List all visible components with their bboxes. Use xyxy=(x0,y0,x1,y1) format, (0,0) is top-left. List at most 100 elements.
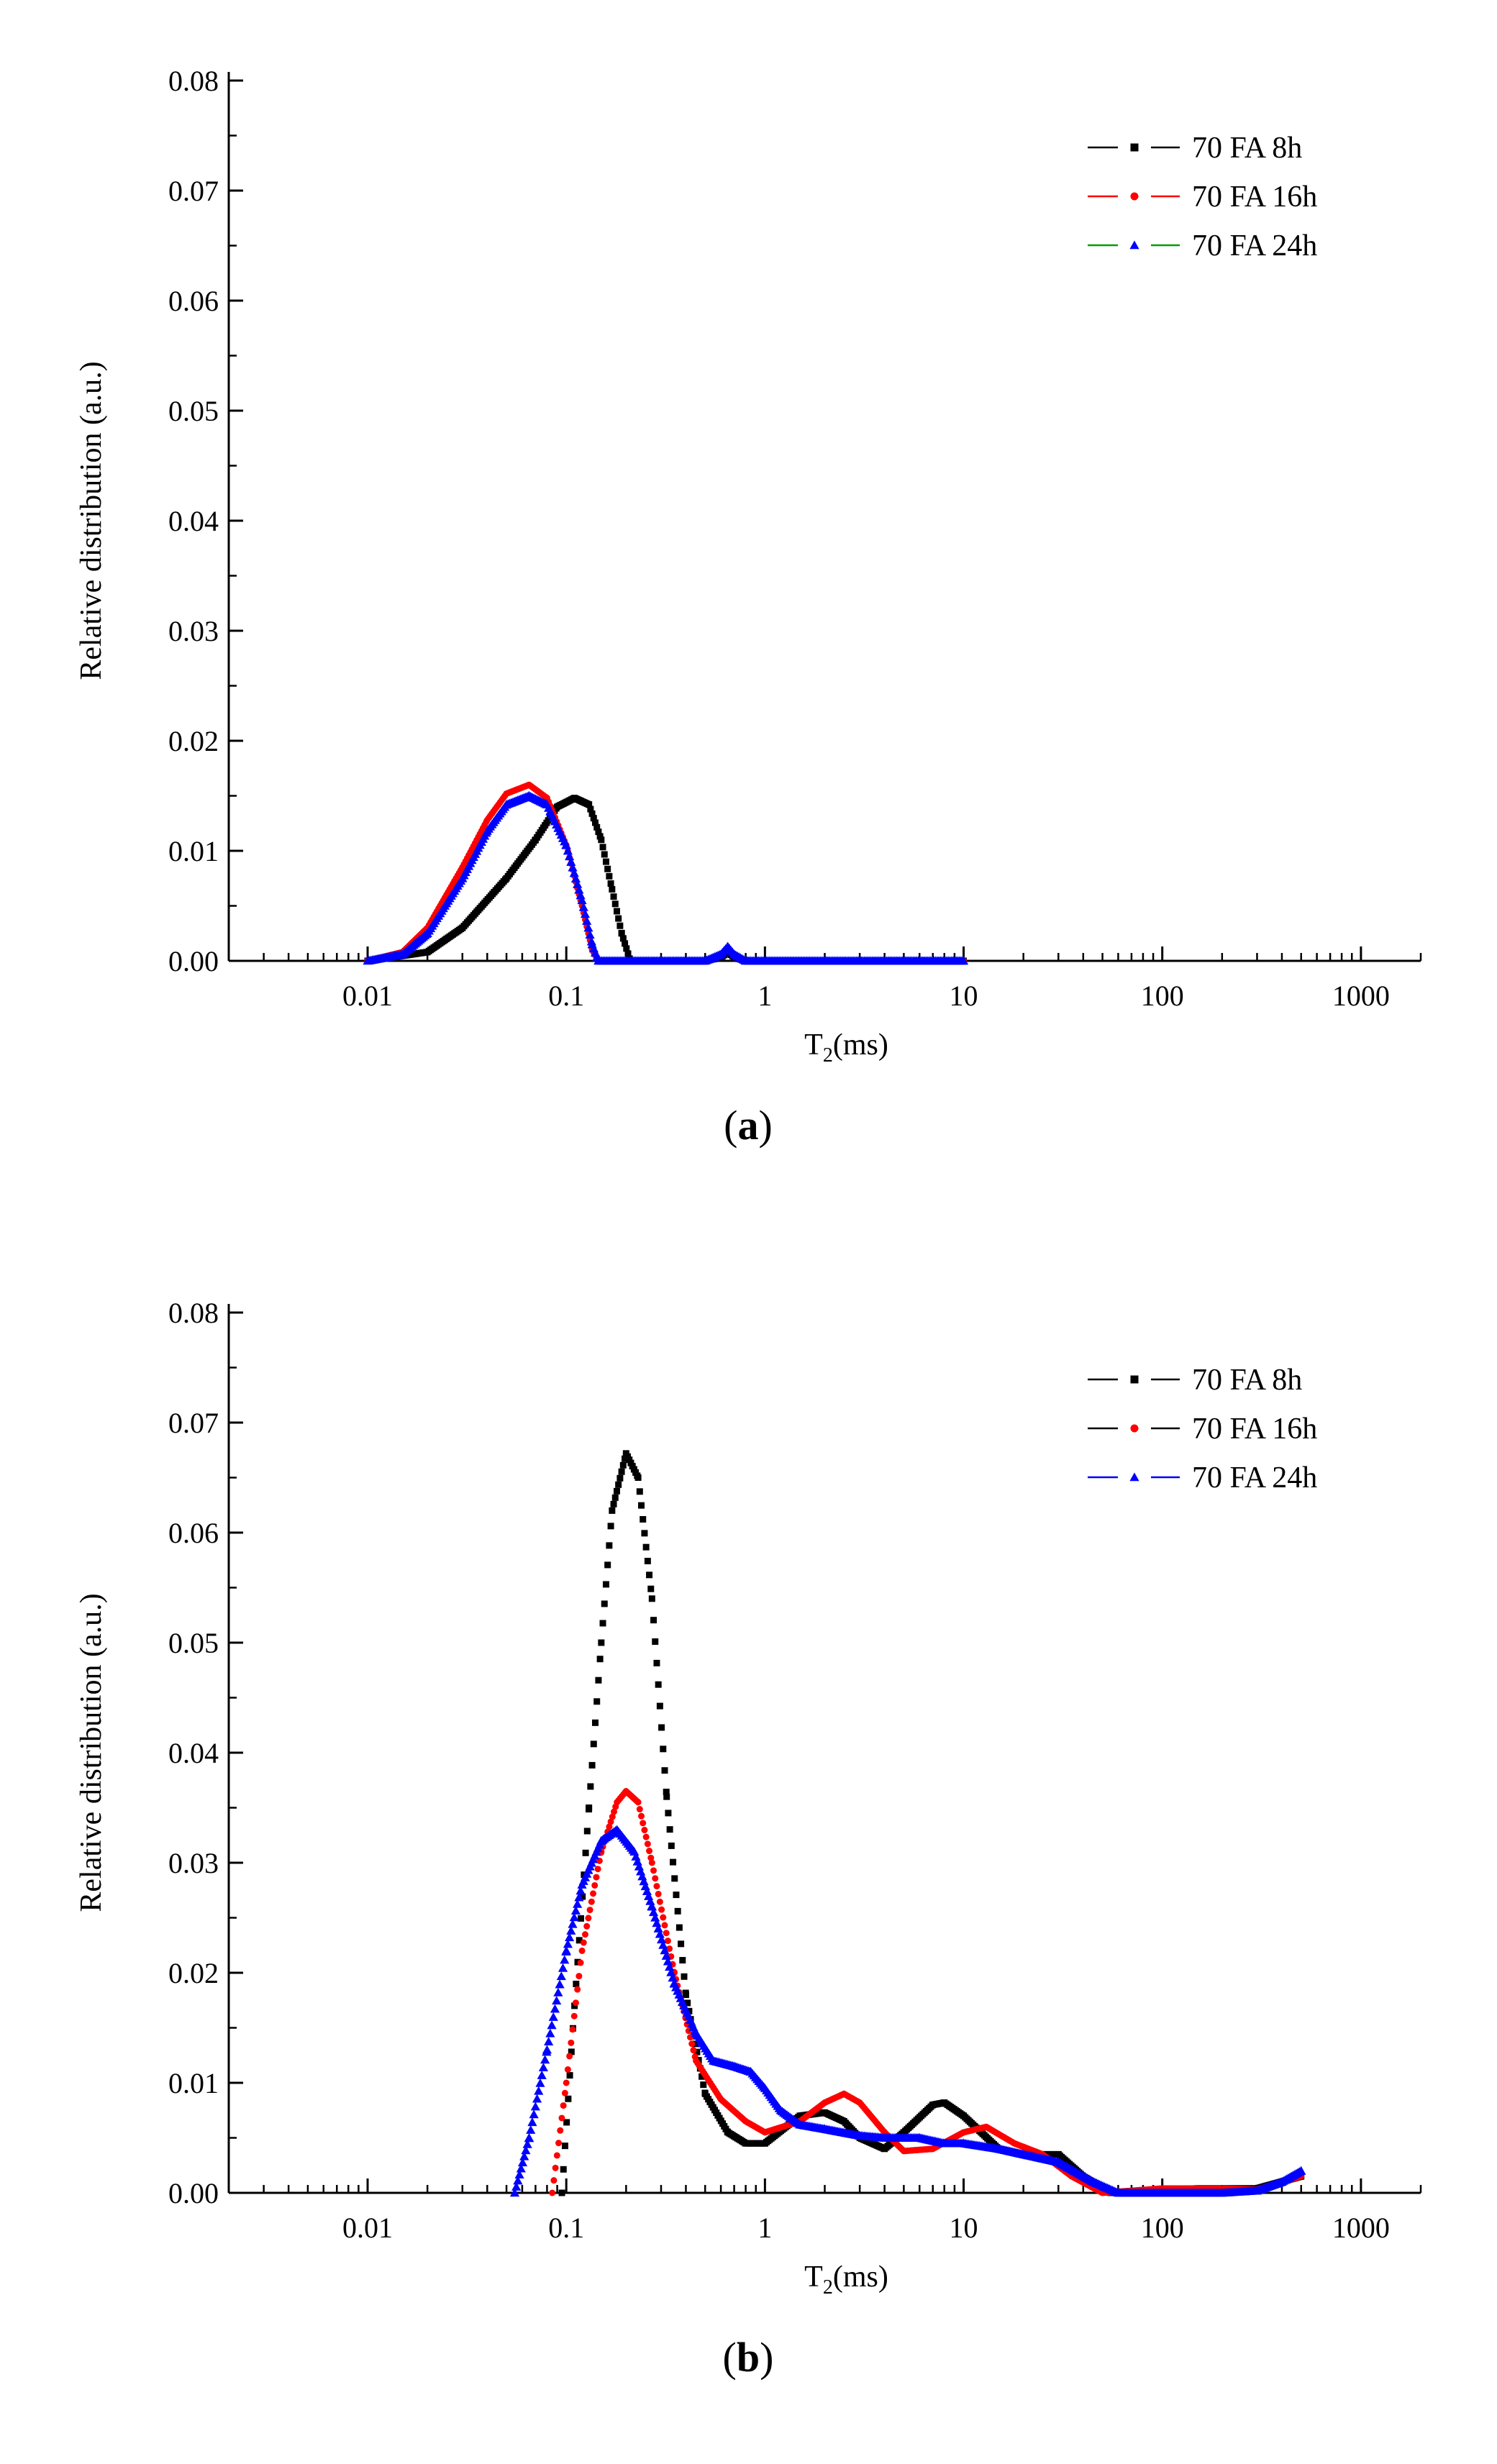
chart-panel-a: 0.00 0.01 0.02 0.03 0.04 0.05 0.06 0.07 0.08 0.01… xyxy=(75,65,1422,1149)
data-point xyxy=(566,857,576,866)
data-point xyxy=(550,2004,560,2013)
data-point xyxy=(566,1925,576,1935)
data-point xyxy=(569,1912,579,1922)
data-point xyxy=(619,935,627,942)
data-point xyxy=(624,950,632,957)
panel-label-close: ) xyxy=(759,1102,773,1149)
x-axis-title-unit: (ms) xyxy=(833,1028,888,1062)
data-point xyxy=(583,923,593,932)
data-point xyxy=(601,851,608,858)
data-point xyxy=(527,2117,537,2127)
legend-label: 70 FA 16h xyxy=(1192,1413,1317,1446)
data-point xyxy=(568,2048,575,2055)
x-tick-label: 1 xyxy=(757,2212,772,2244)
data-point xyxy=(574,1986,581,1993)
data-point xyxy=(615,1481,622,1488)
data-point xyxy=(588,1898,595,1905)
data-point xyxy=(619,1461,627,1469)
data-point xyxy=(607,1523,614,1530)
data-point xyxy=(623,945,630,952)
x-axis-title-subscript: 2 xyxy=(823,1044,833,1067)
x-tick-label: 10 xyxy=(950,980,978,1012)
data-point xyxy=(566,2072,573,2079)
data-point xyxy=(646,1848,653,1855)
y-tick-label: 0.05 xyxy=(168,1627,219,1659)
data-point xyxy=(606,1542,613,1549)
data-point xyxy=(678,1940,685,1948)
data-point xyxy=(552,2164,559,2171)
data-point xyxy=(511,2181,522,2191)
data-point xyxy=(590,1890,597,1897)
data-point xyxy=(634,1474,642,1481)
data-point xyxy=(565,852,575,861)
y-tick-label: 0.00 xyxy=(168,945,219,977)
data-point xyxy=(653,1659,660,1666)
data-point xyxy=(674,1907,681,1915)
data-point xyxy=(595,829,602,836)
legend: 70 FA 8h 70 FA 16h 70 FA 24h xyxy=(1088,1364,1317,1495)
legend-marker xyxy=(1130,143,1139,152)
data-point xyxy=(563,1939,573,1948)
data-point xyxy=(573,1899,583,1908)
data-point xyxy=(666,1967,676,1976)
data-point xyxy=(663,1956,673,1966)
y-tick-label: 0.08 xyxy=(168,65,219,97)
legend-label: 70 FA 16h xyxy=(1192,181,1317,214)
data-point xyxy=(668,1973,678,1982)
data-point xyxy=(509,2188,520,2197)
data-point xyxy=(538,2063,549,2072)
data-point xyxy=(661,1767,668,1774)
data-point xyxy=(640,1820,647,1827)
data-point xyxy=(616,1474,624,1482)
data-point xyxy=(675,1924,683,1931)
y-tick-label: 0.04 xyxy=(168,505,219,537)
data-point xyxy=(548,2012,558,2021)
legend-marker xyxy=(1130,192,1139,201)
data-point xyxy=(586,1804,593,1811)
data-point xyxy=(668,1842,675,1849)
data-point xyxy=(517,2158,528,2167)
data-point xyxy=(553,1987,563,1997)
data-point xyxy=(660,1914,667,1921)
y-tick-label: 0.01 xyxy=(168,2067,219,2099)
data-point xyxy=(587,806,594,813)
data-point xyxy=(513,2176,523,2185)
data-point xyxy=(568,1919,578,1928)
x-axis-title-unit: (ms) xyxy=(833,2260,888,2294)
data-point xyxy=(673,1892,680,1899)
legend: 70 FA 8h 70 FA 16h 70 FA 24h xyxy=(1088,132,1317,263)
data-point xyxy=(560,1955,570,1964)
data-point xyxy=(650,1867,658,1874)
data-point xyxy=(650,1912,660,1922)
data-point xyxy=(602,1581,609,1588)
data-point xyxy=(681,1973,688,1980)
data-point xyxy=(666,1945,673,1952)
data-point xyxy=(693,2048,701,2055)
data-point xyxy=(514,2170,524,2178)
data-point xyxy=(580,909,591,918)
data-point xyxy=(682,1991,689,1999)
data-point xyxy=(641,1827,648,1834)
legend-marker xyxy=(1129,1472,1139,1482)
data-point xyxy=(555,1979,565,1989)
x-tick-label: 0.01 xyxy=(342,2212,393,2244)
data-point xyxy=(958,956,969,965)
data-point xyxy=(671,1875,678,1882)
panel-label: (b) xyxy=(723,2334,774,2381)
legend-marker xyxy=(1130,1375,1139,1384)
data-point xyxy=(607,1818,614,1825)
data-point xyxy=(653,1924,663,1933)
legend-label: 70 FA 8h xyxy=(1192,1364,1302,1397)
data-point xyxy=(647,1585,655,1592)
data-point xyxy=(684,1999,691,2007)
panel-label: (a) xyxy=(724,1102,773,1149)
data-point xyxy=(579,1893,586,1900)
legend-marker xyxy=(1129,240,1139,250)
data-point xyxy=(582,916,592,925)
data-point xyxy=(596,1656,604,1663)
data-point xyxy=(601,1600,608,1607)
data-point xyxy=(573,1981,580,1988)
data-point xyxy=(577,895,587,905)
data-point xyxy=(700,2081,707,2089)
x-axis-title-main: T xyxy=(804,2260,823,2294)
